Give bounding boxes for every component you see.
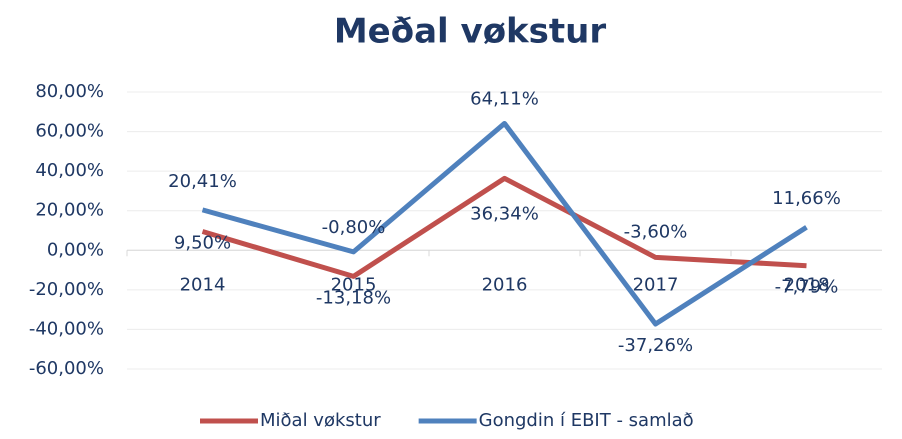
data-label: -13,18% [316,287,391,308]
data-label: 36,34% [470,203,539,224]
data-label: 64,11% [470,88,539,109]
y-tick-label: 20,00% [35,200,104,221]
data-label: 9,50% [174,232,231,253]
data-label: -7,79% [775,277,839,298]
data-label: -0,80% [322,217,386,238]
legend-label: Gongdin í EBIT - samlað [479,410,694,431]
data-label: -3,60% [624,221,688,242]
y-tick-label: 80,00% [35,81,104,102]
y-tick-label: -40,00% [29,318,104,339]
y-tick-label: -20,00% [29,279,104,300]
y-tick-label: -60,00% [29,358,104,379]
legend-label: Miðal vøkstur [260,410,381,431]
x-tick-label: 2014 [180,274,226,295]
y-tick-label: 0,00% [47,239,104,260]
y-tick-label: 60,00% [35,121,104,142]
data-label: -37,26% [618,335,693,356]
x-tick-label: 2017 [633,274,679,295]
data-label: 11,66% [772,188,841,209]
line [201,120,808,327]
x-tick-label: 2018 [784,274,830,295]
x-tick-label: 2016 [482,274,528,295]
y-tick-label: 40,00% [35,160,104,181]
x-tick-label: 2015 [331,274,377,295]
line [201,175,807,279]
chart-title: Meðal vøkstur [334,12,607,52]
data-label: 20,41% [168,171,237,192]
